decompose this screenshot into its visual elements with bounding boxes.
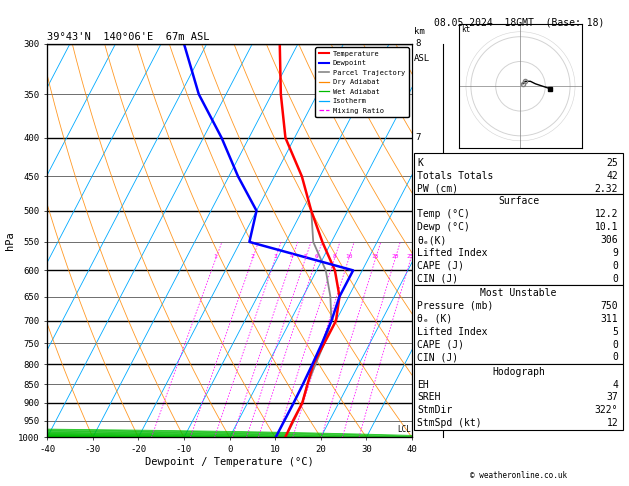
Text: Dewp (°C): Dewp (°C) bbox=[417, 222, 470, 232]
Text: 9: 9 bbox=[613, 248, 618, 258]
Text: ASL: ASL bbox=[414, 53, 430, 63]
Text: K: K bbox=[417, 158, 423, 168]
Text: Lifted Index: Lifted Index bbox=[417, 327, 487, 337]
Text: 7: 7 bbox=[416, 133, 421, 142]
Text: 0: 0 bbox=[613, 274, 618, 284]
Legend: Temperature, Dewpoint, Parcel Trajectory, Dry Adiabat, Wet Adiabat, Isotherm, Mi: Temperature, Dewpoint, Parcel Trajectory… bbox=[315, 47, 408, 117]
Text: 42: 42 bbox=[606, 171, 618, 181]
Text: 6: 6 bbox=[416, 206, 421, 215]
Text: EH: EH bbox=[417, 380, 429, 390]
Text: 8: 8 bbox=[416, 39, 421, 48]
Text: 5: 5 bbox=[303, 254, 307, 260]
Text: 0: 0 bbox=[613, 352, 618, 363]
Text: 10: 10 bbox=[345, 254, 352, 260]
Text: 5: 5 bbox=[613, 327, 618, 337]
Text: 08.05.2024  18GMT  (Base: 18): 08.05.2024 18GMT (Base: 18) bbox=[434, 17, 604, 27]
Text: 15: 15 bbox=[372, 254, 379, 260]
Text: StmSpd (kt): StmSpd (kt) bbox=[417, 418, 482, 428]
Text: PW (cm): PW (cm) bbox=[417, 184, 458, 193]
Text: 1: 1 bbox=[416, 399, 421, 407]
Text: 306: 306 bbox=[601, 235, 618, 245]
Text: 3: 3 bbox=[273, 254, 277, 260]
Text: Surface: Surface bbox=[498, 196, 539, 207]
Text: 6: 6 bbox=[314, 254, 318, 260]
Text: 2: 2 bbox=[416, 360, 421, 369]
Text: StmDir: StmDir bbox=[417, 405, 452, 416]
Text: CIN (J): CIN (J) bbox=[417, 274, 458, 284]
Text: © weatheronline.co.uk: © weatheronline.co.uk bbox=[470, 471, 567, 480]
Text: 2: 2 bbox=[250, 254, 254, 260]
Text: 5: 5 bbox=[416, 238, 421, 246]
Text: 39°43'N  140°06'E  67m ASL: 39°43'N 140°06'E 67m ASL bbox=[47, 32, 209, 42]
Text: 4: 4 bbox=[290, 254, 294, 260]
Text: 20: 20 bbox=[391, 254, 399, 260]
Text: Totals Totals: Totals Totals bbox=[417, 171, 493, 181]
Text: kt: kt bbox=[461, 25, 470, 34]
Text: 10.1: 10.1 bbox=[595, 222, 618, 232]
Text: 322°: 322° bbox=[595, 405, 618, 416]
Text: 25: 25 bbox=[606, 158, 618, 168]
Text: Hodograph: Hodograph bbox=[492, 367, 545, 377]
Text: 2.32: 2.32 bbox=[595, 184, 618, 193]
Text: 4: 4 bbox=[613, 380, 618, 390]
Text: CAPE (J): CAPE (J) bbox=[417, 261, 464, 271]
Text: θₑ (K): θₑ (K) bbox=[417, 314, 452, 324]
Y-axis label: hPa: hPa bbox=[5, 231, 15, 250]
Text: 750: 750 bbox=[601, 301, 618, 311]
Text: CAPE (J): CAPE (J) bbox=[417, 340, 464, 349]
Text: θₑ(K): θₑ(K) bbox=[417, 235, 447, 245]
Text: 12.2: 12.2 bbox=[595, 209, 618, 219]
Text: CIN (J): CIN (J) bbox=[417, 352, 458, 363]
Text: Lifted Index: Lifted Index bbox=[417, 248, 487, 258]
Text: Pressure (mb): Pressure (mb) bbox=[417, 301, 493, 311]
Text: 1: 1 bbox=[214, 254, 218, 260]
Text: 3: 3 bbox=[416, 316, 421, 325]
Y-axis label: Mixing Ratio (g/kg): Mixing Ratio (g/kg) bbox=[448, 190, 457, 292]
Text: 25: 25 bbox=[407, 254, 415, 260]
Text: 311: 311 bbox=[601, 314, 618, 324]
Text: 8: 8 bbox=[332, 254, 336, 260]
Text: 37: 37 bbox=[606, 393, 618, 402]
Text: Temp (°C): Temp (°C) bbox=[417, 209, 470, 219]
Text: 12: 12 bbox=[606, 418, 618, 428]
Text: 0: 0 bbox=[613, 340, 618, 349]
Text: Most Unstable: Most Unstable bbox=[481, 288, 557, 298]
X-axis label: Dewpoint / Temperature (°C): Dewpoint / Temperature (°C) bbox=[145, 457, 314, 467]
Text: SREH: SREH bbox=[417, 393, 440, 402]
Text: km: km bbox=[414, 27, 425, 36]
Text: 0: 0 bbox=[613, 261, 618, 271]
Text: LCL: LCL bbox=[397, 425, 411, 434]
